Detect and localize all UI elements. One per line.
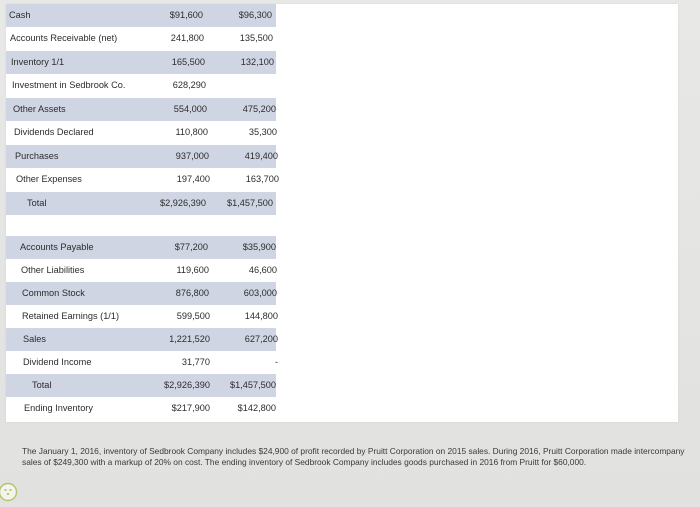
sedbrook-value: $96,300 [238, 10, 272, 20]
row-label: Retained Earnings (1/1) [22, 311, 120, 321]
table-row: Dividends Declared 110,800 35,300 [6, 121, 277, 144]
pruitt-value: 876,800 [175, 288, 209, 298]
table-row: Accounts Receivable (net) 241,800 135,50… [6, 27, 276, 50]
row-label: Cash [9, 10, 31, 20]
table-row: Investment in Sedbrook Co. 628,290 [6, 74, 276, 97]
row-label: Other Expenses [16, 174, 82, 184]
row-label: Investment in Sedbrook Co. [12, 80, 126, 90]
pruitt-value: 937,000 [175, 151, 209, 161]
table-row: Dividend Income 31,770 - [6, 351, 278, 374]
pruitt-value: 554,000 [173, 104, 207, 114]
sedbrook-value: - [274, 357, 278, 367]
sedbrook-value: 135,500 [239, 33, 273, 43]
table-row: Other Expenses 197,400 163,700 [6, 168, 279, 191]
pruitt-value: 1,221,520 [169, 334, 210, 344]
sedbrook-value: 46,600 [248, 265, 277, 275]
table-row: Cash $91,600 $96,300 [6, 4, 276, 27]
pruitt-value: 31,770 [181, 357, 210, 367]
row-label: Other Liabilities [21, 265, 85, 275]
pruitt-value: 197,400 [176, 174, 210, 184]
accessibility-icon[interactable] [0, 482, 18, 502]
row-label: Ending Inventory [24, 403, 93, 413]
row-label: Total [27, 198, 47, 208]
table-row-total: Total $2,926,390 $1,457,500 [6, 374, 276, 397]
problem-panel: Cash $91,600 $96,300 Accounts Receivable… [6, 4, 678, 422]
sedbrook-value: 35,300 [248, 127, 277, 137]
pruitt-value: 110,800 [175, 127, 208, 137]
row-label: Accounts Payable [20, 242, 94, 252]
sedbrook-value: 603,000 [243, 288, 277, 298]
sedbrook-value: $35,900 [242, 242, 276, 252]
row-label: Dividend Income [23, 357, 92, 367]
pruitt-value: $91,600 [169, 10, 203, 20]
table-row: Inventory 1/1 165,500 132,100 [6, 51, 276, 74]
row-label: Common Stock [22, 288, 85, 298]
sedbrook-value: 627,200 [244, 334, 278, 344]
pruitt-value: 241,800 [170, 33, 204, 43]
row-label: Accounts Receivable (net) [10, 33, 118, 43]
pruitt-value: $77,200 [174, 242, 208, 252]
sedbrook-total: $1,457,500 [227, 198, 273, 208]
sedbrook-value: 163,700 [245, 174, 279, 184]
table-row: Accounts Payable $77,200 $35,900 [6, 236, 276, 259]
table-row: Common Stock 876,800 603,000 [6, 282, 277, 305]
pruitt-total: $2,926,390 [160, 198, 206, 208]
row-label: Purchases [15, 151, 59, 161]
sedbrook-value: 475,200 [242, 104, 276, 114]
sedbrook-total: $1,457,500 [230, 380, 276, 390]
sedbrook-ending-inventory: $142,800 [237, 403, 276, 413]
pruitt-value: 599,500 [176, 311, 210, 321]
row-label: Other Assets [13, 104, 66, 114]
pruitt-value: 628,290 [172, 80, 206, 90]
sedbrook-value: 132,100 [240, 57, 274, 67]
table-row: Sales 1,221,520 627,200 [6, 328, 278, 351]
table-row: Retained Earnings (1/1) 599,500 144,800 [6, 305, 278, 328]
table-row: Other Liabilities 119,600 46,600 [6, 259, 277, 282]
pruitt-total: $2,926,390 [164, 380, 210, 390]
table-row: Purchases 937,000 419,400 [6, 145, 278, 168]
row-label: Sales [23, 334, 46, 344]
table-row: Ending Inventory $217,900 $142,800 [6, 397, 276, 420]
pruitt-value: 119,600 [176, 265, 209, 275]
sedbrook-value: 144,800 [244, 311, 278, 321]
table-row-total: Total $2,926,390 $1,457,500 [6, 192, 276, 215]
row-label: Dividends Declared [14, 127, 94, 137]
row-label: Inventory 1/1 [11, 57, 65, 67]
problem-note: The January 1, 2016, inventory of Sedbro… [22, 446, 685, 467]
pruitt-value: 165,500 [171, 57, 205, 67]
pruitt-ending-inventory: $217,900 [171, 403, 210, 413]
table-row: Other Assets 554,000 475,200 [6, 98, 276, 121]
sedbrook-value: 419,400 [244, 151, 278, 161]
row-label: Total [32, 380, 52, 390]
